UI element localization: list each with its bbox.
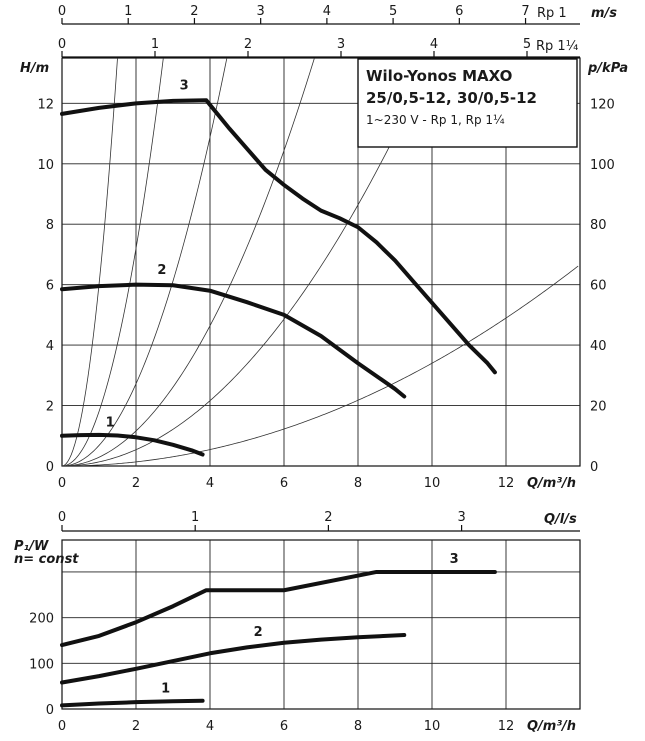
top-axis-rp114-tick-label: 0	[58, 37, 66, 52]
head-tick-label: 4	[46, 339, 54, 354]
flow-tick-label-upper: 2	[132, 476, 140, 491]
top-axis-rp114-tick-label: 2	[244, 37, 252, 52]
flow-ls-tick-label: 2	[324, 510, 332, 525]
system-curve	[62, 265, 579, 466]
y-label-power-note: n= const	[14, 552, 79, 567]
system-curve	[62, 58, 228, 466]
top-axis-velocity-rp114: 0 1 2 3 4 5	[58, 37, 580, 58]
flow-tick-label-lower: 4	[206, 719, 214, 734]
pressure-tick-label: 60	[590, 279, 607, 294]
pump-curve-label-3: 3	[180, 79, 189, 94]
pressure-tick-label: 40	[590, 339, 607, 354]
top-axis-rp114-tick-label: 5	[523, 37, 531, 52]
system-curve	[62, 58, 164, 466]
power-curve-label-3: 3	[450, 552, 459, 567]
power-curve-3	[60, 569, 497, 648]
system-curve	[62, 58, 315, 466]
head-tick-label: 2	[46, 400, 54, 415]
pump-curve-1	[60, 432, 205, 457]
top-axis-rp114-tick-label: 4	[430, 37, 438, 52]
top-axis-velocity-rp1: 0 1 2 3 4 5 6 7	[58, 4, 580, 25]
title-box: Wilo-Yonos MAXO 25/0,5-12, 30/0,5-12 1~2…	[357, 58, 578, 148]
chart-subtitle-1: 25/0,5-12, 30/0,5-12	[366, 89, 537, 107]
pressure-tick-label: 120	[590, 97, 615, 112]
top-axis-rp1-tick-label: 3	[257, 4, 265, 19]
flow-tick-label-upper: 6	[280, 476, 288, 491]
head-tick-label: 0	[46, 460, 54, 475]
system-curve	[62, 58, 433, 466]
top-axis-rp114-tick-label: 3	[337, 37, 345, 52]
flow-tick-label-upper: 4	[206, 476, 214, 491]
y-label-power: P₁/W	[14, 539, 49, 554]
flow-tick-label-upper: 8	[354, 476, 362, 491]
y-label-head: H/m	[20, 61, 49, 76]
top-axis-rp1-tick-label: 7	[521, 4, 529, 19]
pump-curve-label-2: 2	[157, 263, 166, 278]
system-curve	[62, 58, 118, 466]
top-axis-rp1-tick-label: 5	[389, 4, 397, 19]
flow-tick-label-upper: 10	[424, 476, 441, 491]
pump-curve-3	[60, 98, 497, 375]
pump-curve-label-1: 1	[106, 416, 115, 431]
top-axis-rp1-tick-label: 6	[455, 4, 463, 19]
pump-curve-2	[60, 282, 407, 399]
flow-tick-label-lower: 0	[58, 719, 66, 734]
top-axis-2-sublabel: Rp 1¼	[536, 39, 579, 54]
flow-tick-label-upper: 12	[498, 476, 515, 491]
pressure-tick-label: 0	[590, 460, 598, 475]
power-curve-2	[60, 633, 407, 685]
top-axis-rp1-tick-label: 1	[124, 4, 132, 19]
x-label-flow-ls: Q/l/s	[544, 512, 577, 527]
flow-tick-label-lower: 2	[132, 719, 140, 734]
x-label-flow-upper: Q/m³/h	[527, 476, 576, 491]
flow-tick-label-lower: 6	[280, 719, 288, 734]
top-axis-rp114-tick-label: 1	[151, 37, 159, 52]
head-tick-label: 6	[46, 279, 54, 294]
chart-title: Wilo-Yonos MAXO	[366, 67, 512, 85]
head-tick-label: 10	[37, 158, 54, 173]
x-label-flow-lower: Q/m³/h	[527, 719, 576, 734]
top-axis-rp1-tick-label: 2	[190, 4, 198, 19]
top-axis-rp1-tick-label: 0	[58, 4, 66, 19]
head-plot-frame	[61, 57, 581, 467]
flow-tick-label-lower: 10	[424, 719, 441, 734]
flow-ls-tick-label: 1	[191, 510, 199, 525]
flow-tick-label-lower: 8	[354, 719, 362, 734]
pressure-tick-label: 20	[590, 400, 607, 415]
power-tick-label: 100	[29, 657, 54, 672]
flow-ls-axis: 0 1 2 3	[58, 510, 580, 532]
power-curve-label-1: 1	[161, 682, 170, 697]
top-axis-1-sublabel: Rp 1	[537, 6, 567, 21]
power-tick-label: 0	[46, 703, 54, 718]
head-tick-label: 12	[37, 97, 54, 112]
power-plot-frame	[61, 539, 581, 710]
flow-tick-label-lower: 12	[498, 719, 515, 734]
pressure-tick-label: 80	[590, 218, 607, 233]
power-curve-1	[60, 698, 205, 708]
top-axis-rp1-tick-label: 4	[323, 4, 331, 19]
top-axis-1-unit: m/s	[591, 6, 617, 21]
head-tick-label: 8	[46, 218, 54, 233]
chart-subtitle-2: 1~230 V - Rp 1, Rp 1¼	[366, 113, 505, 127]
power-curve-label-2: 2	[254, 625, 263, 640]
power-tick-label: 200	[29, 612, 54, 627]
flow-ls-tick-label: 0	[58, 510, 66, 525]
pressure-tick-label: 100	[590, 158, 615, 173]
flow-tick-label-upper: 0	[58, 476, 66, 491]
flow-ls-tick-label: 3	[457, 510, 465, 525]
y-label-pressure: p/kPa	[587, 61, 628, 76]
